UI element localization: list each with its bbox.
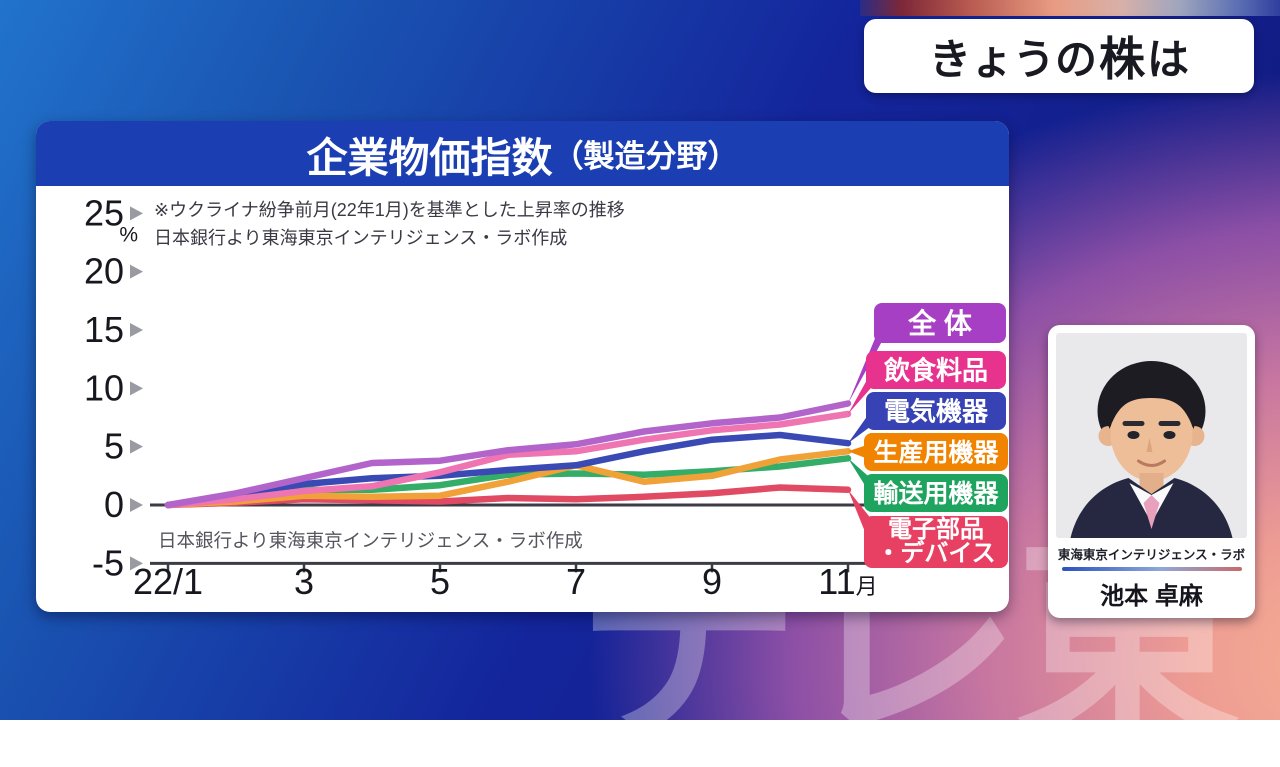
- x-tick-label: 22/1: [133, 561, 203, 602]
- price-index-card: 企業物価指数 （製造分野） ※ウクライナ紛争前月(22年1月)を基準とした上昇率の…: [36, 121, 1009, 612]
- series-line-electrical-machinery: [164, 431, 852, 509]
- presenter-affiliation: 東海東京インテリジェンス・ラボ: [1057, 548, 1246, 562]
- chart-note-line2: 日本銀行より東海東京インテリジェンス・ラボ作成: [154, 228, 568, 248]
- y-tick-arrow-icon: [130, 381, 143, 396]
- series-line-production-machinery: [164, 448, 852, 509]
- price-index-chart: 25 20 15 10 5 0 -5% 22/1 3 5 7 9 11月 全 体飲食料品電気機器生産用機器…: [84, 192, 1008, 602]
- background-sunset-strip: [860, 0, 1280, 16]
- program-title-post: は: [1147, 35, 1190, 83]
- y-tick-label: 0: [104, 484, 124, 525]
- legend-label-food: 飲食料品: [883, 355, 988, 385]
- y-tick-label: 15: [84, 309, 124, 350]
- chart-title-bar: 企業物価指数 （製造分野）: [36, 121, 1009, 186]
- presenter-divider: [1061, 567, 1242, 571]
- y-tick-arrow-icon: [130, 206, 143, 221]
- y-tick-label: 25: [84, 192, 124, 233]
- legend-chip-total: [874, 303, 1006, 343]
- legend-chip-production-machinery: [864, 433, 1008, 471]
- x-tick-label: 3: [294, 561, 314, 602]
- y-tick-arrow-icon: [130, 498, 143, 512]
- y-tick-arrow-icon: [130, 556, 143, 571]
- chart-title-suffix: （製造分野）: [552, 139, 739, 174]
- program-title-pre: きょうの: [928, 35, 1097, 83]
- legend-label-production-machinery: 生産用機器: [873, 438, 999, 467]
- series-line-food: [164, 410, 852, 509]
- legend-label-transport-machinery: 輸送用機器: [873, 479, 999, 508]
- y-tick-label: -5: [92, 542, 124, 583]
- chart-title: 企業物価指数: [306, 134, 553, 181]
- presenter-name: 池本 卓麻: [1100, 583, 1203, 610]
- chart-body: 25 20 15 10 5 0 -5% 22/1 3 5 7 9 11月 全 体飲食料品電気機器生産用機器…: [36, 185, 1009, 612]
- legend-label-electronic-devices: 電子部品: [888, 515, 984, 543]
- legend-label-electronic-devices: ・デバイス: [876, 539, 995, 567]
- x-tick-label: 9: [702, 561, 722, 602]
- series-line-total: [164, 400, 852, 509]
- program-title-emphasis: 株: [1099, 33, 1145, 85]
- y-tick-arrow-icon: [130, 322, 143, 337]
- chart-notes: ※ウクライナ紛争前月(22年1月)を基準とした上昇率の推移 日本銀行より東海東京…: [154, 196, 625, 252]
- presenter-avatar-illustration: [1056, 333, 1247, 538]
- legend-connector-transport-machinery: [848, 458, 876, 503]
- program-title-banner: きょうの株は: [864, 19, 1254, 93]
- x-tick-label: 5: [430, 561, 450, 602]
- y-axis-unit: %: [119, 223, 138, 246]
- y-tick-label: 20: [84, 251, 124, 292]
- presenter-photo: [1056, 333, 1247, 538]
- chart-note-line1: ※ウクライナ紛争前月(22年1月)を基準とした上昇率の推移: [154, 200, 625, 220]
- legend-label-electrical-machinery: 電気機器: [884, 396, 989, 426]
- x-tick-label: 7: [566, 561, 586, 602]
- presenter-card: 東海東京インテリジェンス・ラボ 池本 卓麻: [1048, 325, 1255, 618]
- y-tick-arrow-icon: [130, 439, 143, 454]
- y-tick-label: 10: [84, 367, 124, 408]
- legend-chip-food: [866, 351, 1006, 389]
- y-tick-label: 5: [104, 426, 124, 467]
- legend-chip-electrical-machinery: [866, 392, 1006, 430]
- chart-attribution: 日本銀行より東海東京インテリジェンス・ラボ作成: [158, 530, 583, 551]
- legend-chip-transport-machinery: [864, 474, 1008, 512]
- legend-chip-electronic-devices: [864, 516, 1008, 568]
- x-tick-label: 11月: [818, 561, 877, 602]
- y-tick-arrow-icon: [130, 264, 143, 279]
- legend-label-total: 全 体: [907, 307, 973, 339]
